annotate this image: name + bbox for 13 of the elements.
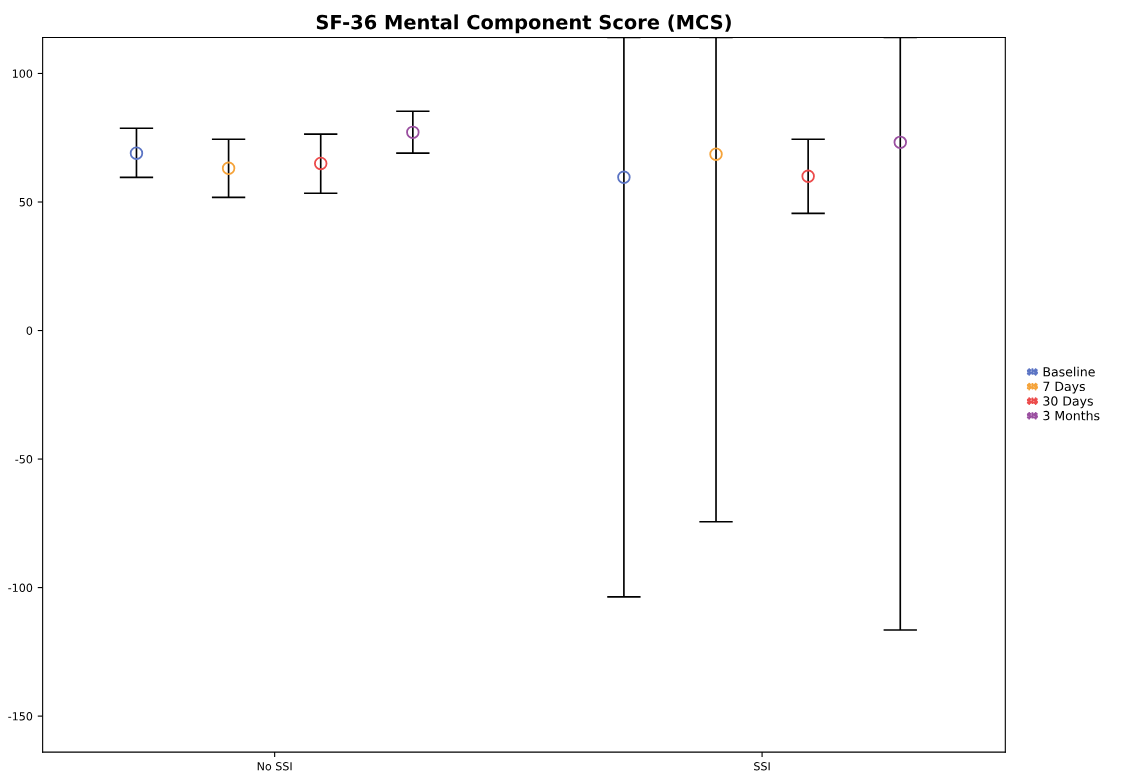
y-tick-label: -50: [15, 455, 33, 464]
legend-label: 30 Days: [1043, 396, 1093, 409]
chart-title: SF-36 Mental Component Score (MCS): [316, 14, 731, 34]
y-tick-label: -100: [8, 583, 33, 592]
y-tick-label: 50: [19, 197, 33, 207]
legend-label: 7 Days: [1043, 381, 1085, 394]
y-tick-label: 0: [26, 326, 33, 335]
y-tick-label: -150: [8, 712, 33, 721]
x-tick-label: SSI: [754, 762, 770, 771]
legend-label: 3 Months: [1043, 410, 1100, 421]
x-tick-label: No SSI: [257, 762, 292, 771]
y-tick-label: 100: [12, 69, 33, 78]
legend-label: Baseline: [1043, 366, 1095, 377]
